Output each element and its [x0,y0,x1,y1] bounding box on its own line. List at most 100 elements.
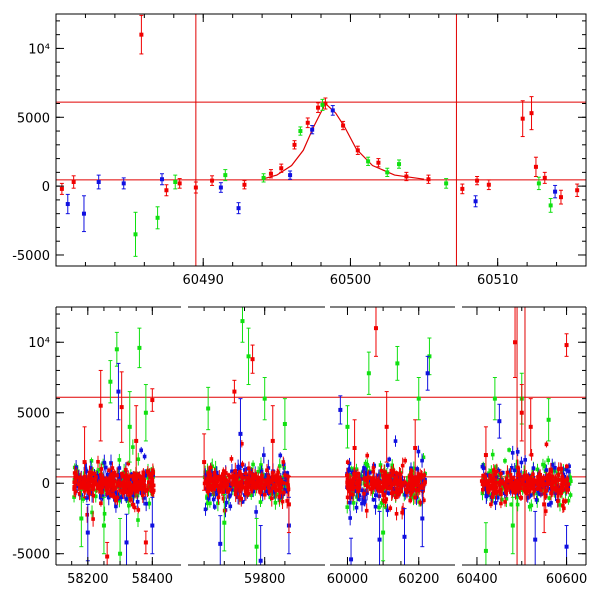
noise-marker [538,481,543,486]
data-point [376,158,381,168]
noise-marker [118,476,122,481]
data-marker [254,544,259,549]
noise-marker [81,497,85,501]
data-point [320,98,325,111]
data-marker [258,558,263,563]
noise-marker [507,486,512,490]
x-tick-label: 60500 [330,273,371,288]
noise-marker [96,459,100,464]
noise-marker [241,480,246,485]
y-tick-label: 10⁴ [28,42,50,57]
noise-marker [131,445,135,449]
noise-marker [254,486,258,490]
noise-marker [99,488,103,493]
noise-marker [486,490,491,494]
noise-marker [515,495,519,499]
data-marker [384,424,389,429]
noise-marker [535,467,540,472]
noise-marker [503,484,508,488]
noise-marker [523,476,527,481]
noise-marker [132,484,137,489]
noise-marker [285,489,290,494]
noise-marker [210,484,215,489]
data-marker [270,438,275,443]
noise-marker [209,487,214,492]
data-point [426,174,431,184]
noise-marker [268,480,272,485]
data-marker [373,326,378,331]
noise-marker [543,479,548,484]
data-point [155,206,160,230]
noise-marker [233,488,238,493]
noise-marker [499,492,503,497]
noise-marker [276,492,281,497]
data-marker [349,557,354,562]
noise-marker [264,473,269,477]
noise-marker [102,511,107,516]
noise-marker [510,451,515,455]
noise-marker [363,477,367,481]
noise-marker [77,491,82,496]
noise-marker [87,490,91,494]
data-point [366,351,371,395]
data-marker [85,530,90,535]
noise-marker [91,517,95,521]
data-marker [513,340,518,345]
noise-marker [115,473,119,478]
noise-marker [142,454,147,459]
noise-marker [245,489,249,493]
data-marker [533,537,538,542]
noise-marker [83,466,88,471]
noise-marker [550,463,555,467]
noise-marker [136,518,140,522]
noise-marker [127,486,132,491]
noise-marker [107,485,111,489]
noise-marker [233,481,238,486]
noise-marker [399,489,404,494]
noise-marker [391,490,396,495]
noise-marker [241,476,245,480]
noise-marker [412,466,416,471]
noise-marker [279,494,284,498]
noise-marker [117,466,122,470]
data-marker [127,424,132,429]
noise-marker [501,470,505,475]
data-point [528,398,533,456]
data-point [261,173,266,183]
data-marker [413,445,418,450]
y-tick: 10⁴ [28,336,586,351]
data-point [564,333,569,357]
noise-marker [544,442,549,447]
noise-marker [212,487,216,492]
noise-marker [256,478,261,483]
data-marker [206,406,211,411]
panel-full-history: -5000 0 5000 10⁴ 58200 58400 59800 60000 60200 60… [12,306,587,587]
noise-marker [501,481,506,485]
noise-marker [384,485,388,489]
data-point [222,494,227,552]
noise-marker [479,479,484,483]
noise-marker [384,474,389,479]
noise-marker [544,476,549,481]
data-point [366,156,371,166]
noise-marker [357,497,361,501]
noise-marker [514,478,519,483]
data-marker [338,407,343,412]
noise-marker [499,501,503,506]
noise-marker [378,485,382,489]
data-marker [173,180,178,184]
noise-marker [355,485,359,490]
noise-marker [365,453,370,458]
noise-marker [136,472,140,477]
data-point [460,183,465,195]
data-point [349,537,354,565]
noise-marker [556,499,560,503]
noise-marker [515,502,520,507]
noise-marker [141,486,145,490]
noise-marker [239,496,244,501]
noise-marker [484,493,489,498]
noise-marker [122,480,126,484]
noise-marker [395,487,399,492]
noise-marker [500,497,504,502]
data-marker [416,396,421,401]
